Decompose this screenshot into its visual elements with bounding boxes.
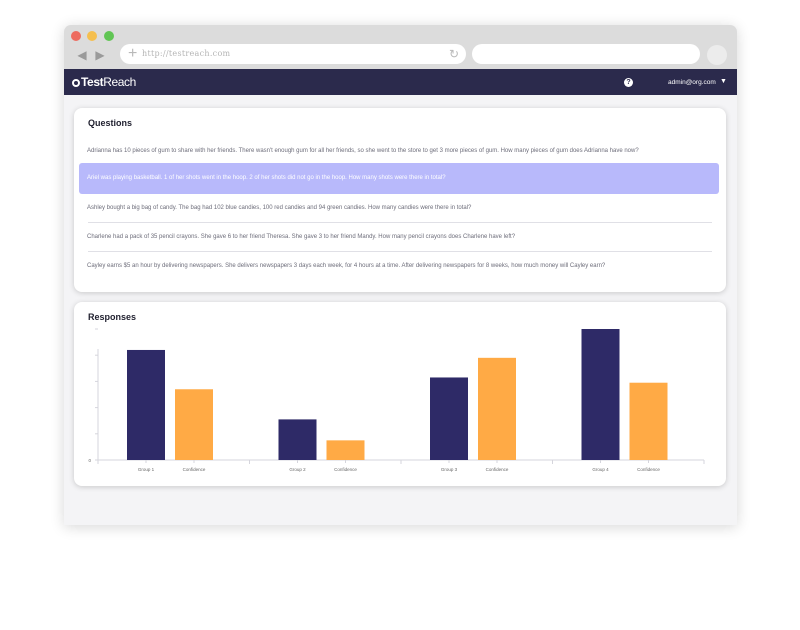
- x-tick-label: Group 2: [289, 467, 306, 472]
- url-text: http://testreach.com: [142, 49, 231, 58]
- testreach-logo[interactable]: TestReach: [72, 75, 136, 89]
- bar-group: [127, 349, 165, 460]
- reload-icon[interactable]: ↻: [448, 47, 459, 61]
- questions-title: Questions: [88, 118, 133, 128]
- bar-group: [430, 377, 468, 460]
- bar-group: [581, 329, 620, 460]
- question-divider: [88, 222, 712, 223]
- bar-confidence: [175, 389, 213, 460]
- minimize-window-button[interactable]: [87, 31, 97, 41]
- x-tick-label: Confidence: [637, 467, 660, 472]
- bar-confidence: [629, 382, 668, 460]
- plus-icon[interactable]: +: [128, 45, 138, 62]
- question-circle-icon[interactable]: ?: [624, 78, 633, 87]
- responses-bar-chart: 0 Group 1 Confidence Group 2 Confidence Group…: [88, 328, 705, 472]
- browser-toolbar: ◀ ▶ + http://testreach.com ↻: [64, 25, 737, 69]
- questions-card: Questions Adrianna has 10 pieces of gum …: [74, 108, 726, 292]
- x-tick-label: Group 3: [441, 467, 458, 472]
- app-header: TestReach ? admin@org.com ▼: [64, 69, 737, 95]
- logo-text-light: Test: [81, 75, 104, 89]
- browser-search-input[interactable]: [472, 44, 700, 64]
- bar-confidence: [478, 357, 516, 460]
- y-tick-label: 0: [88, 458, 91, 463]
- x-tick-label: Group 1: [138, 467, 155, 472]
- address-bar[interactable]: + http://testreach.com ↻: [120, 44, 466, 64]
- extension-button[interactable]: [707, 45, 727, 65]
- user-menu[interactable]: admin@org.com: [668, 79, 716, 86]
- maximize-window-button[interactable]: [104, 31, 114, 41]
- bar-confidence: [326, 440, 365, 460]
- forward-arrow-icon[interactable]: ▶: [95, 48, 105, 62]
- back-arrow-icon[interactable]: ◀: [77, 48, 87, 62]
- question-row-selected[interactable]: Ariel was playing basketball. 1 of her s…: [79, 163, 719, 194]
- responses-card: Responses 0 Group 1 Confidence Group 2 Confi…: [74, 302, 726, 486]
- logo-mark-icon: [72, 79, 80, 87]
- bar-group: [278, 419, 317, 460]
- question-divider: [88, 251, 712, 252]
- chevron-down-icon[interactable]: ▼: [720, 78, 727, 85]
- x-tick-label: Group 4: [592, 467, 609, 472]
- question-row[interactable]: Ashley bought a big bag of candy. The ba…: [87, 205, 472, 211]
- x-tick-label: Confidence: [486, 467, 509, 472]
- responses-title: Responses: [88, 312, 137, 322]
- browser-window: ◀ ▶ + http://testreach.com ↻ TestReach ?…: [64, 25, 737, 525]
- question-row[interactable]: Adrianna has 10 pieces of gum to share w…: [87, 148, 639, 154]
- x-tick-label: Confidence: [183, 467, 206, 472]
- question-row[interactable]: Cayley earns $5 an hour by delivering ne…: [87, 263, 606, 269]
- logo-text-bold: Reach: [103, 75, 136, 89]
- close-window-button[interactable]: [71, 31, 81, 41]
- x-tick-label: Confidence: [334, 467, 357, 472]
- question-row[interactable]: Charlene had a pack of 35 pencil crayons…: [87, 234, 516, 240]
